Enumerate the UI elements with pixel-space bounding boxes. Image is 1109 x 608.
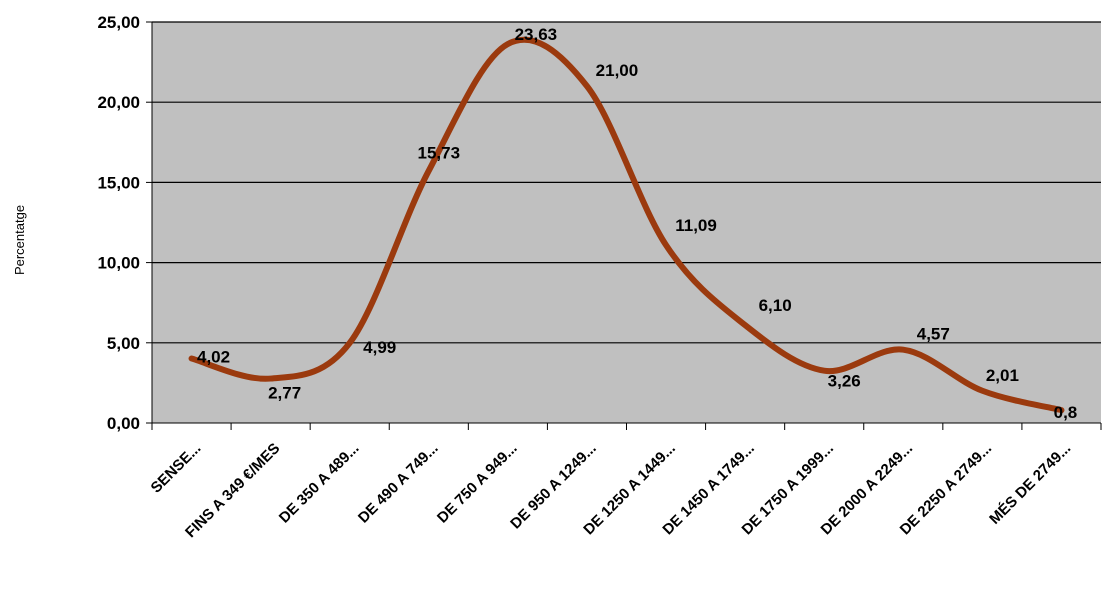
x-tick-label: SENSE... bbox=[148, 440, 205, 497]
data-label: 0,8 bbox=[1054, 403, 1078, 422]
data-label: 4,99 bbox=[363, 338, 396, 357]
y-tick-label: 0,00 bbox=[107, 414, 140, 433]
data-label: 11,09 bbox=[675, 216, 717, 235]
y-axis-label: Percentatge bbox=[12, 205, 27, 275]
y-tick-label: 15,00 bbox=[97, 173, 140, 192]
axes bbox=[146, 21, 1102, 430]
y-tick-labels: 0,00 5,00 10,00 15,00 20,00 25,00 bbox=[97, 13, 140, 433]
data-label: 4,02 bbox=[197, 348, 230, 367]
data-label: 3,26 bbox=[828, 372, 861, 391]
x-tick-label: DE 350 A 489... bbox=[276, 440, 363, 527]
data-label: 2,77 bbox=[268, 384, 301, 403]
data-label: 15,73 bbox=[418, 144, 461, 163]
data-label: 21,00 bbox=[596, 61, 639, 80]
data-label: 23,63 bbox=[515, 25, 558, 44]
data-labels: 4,02 2,77 4,99 15,73 23,63 21,00 11,09 6,10 3,26… bbox=[197, 25, 1077, 422]
x-tick-label: DE 490 A 749... bbox=[355, 440, 442, 527]
gridlines bbox=[152, 21, 1101, 344]
y-tick-label: 25,00 bbox=[97, 13, 140, 32]
x-tick-label: DE 750 A 949... bbox=[434, 440, 521, 527]
y-tick-label: 10,00 bbox=[97, 254, 140, 273]
x-tick-label: DE 950 A 1249... bbox=[507, 440, 600, 533]
series-line bbox=[188, 36, 1065, 414]
data-label: 6,10 bbox=[759, 296, 792, 315]
plot-area bbox=[152, 22, 1101, 423]
data-label: 2,01 bbox=[986, 366, 1019, 385]
y-tick-label: 5,00 bbox=[107, 334, 140, 353]
data-label: 4,57 bbox=[917, 325, 950, 344]
y-tick-label: 20,00 bbox=[97, 93, 140, 112]
x-tick-label: MÉS DE 2749... bbox=[986, 440, 1074, 528]
